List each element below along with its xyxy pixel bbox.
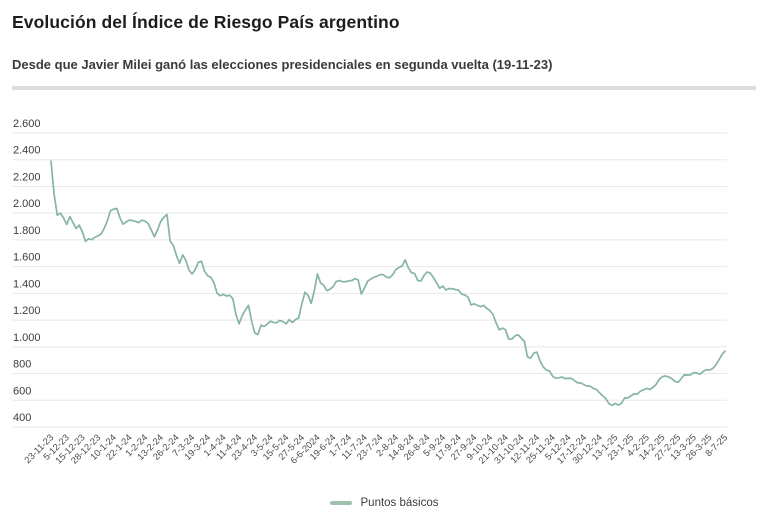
chart-subtitle: Desde que Javier Milei ganó las eleccion… (12, 57, 553, 72)
y-tick-label: 1.000 (13, 332, 41, 344)
chart-legend: Puntos básicos (0, 497, 768, 509)
legend-series-label: Puntos básicos (360, 497, 439, 509)
y-tick-label: 2.400 (13, 145, 41, 157)
page-title: Evolución del Índice de Riesgo País arge… (12, 12, 400, 32)
y-tick-label: 2.200 (13, 171, 41, 183)
y-tick-label: 1.800 (13, 225, 41, 237)
line-chart-canvas: 400 600 800 1.000 1.200 1.400 1.600 1.800 2.000 2… (13, 118, 729, 466)
series-line (50, 160, 726, 407)
y-tick-label: 2.000 (13, 198, 41, 210)
header-divider (12, 86, 756, 90)
y-tick-label: 1.400 (13, 278, 41, 290)
y-tick-label: 1.200 (13, 305, 41, 317)
legend-line-swatch-icon (329, 501, 352, 505)
y-tick-label: 1.600 (13, 252, 41, 264)
y-tick-label: 2.600 (13, 118, 41, 130)
y-tick-label: 600 (13, 385, 31, 397)
y-tick-label: 400 (13, 412, 31, 424)
y-tick-label: 800 (13, 359, 31, 371)
